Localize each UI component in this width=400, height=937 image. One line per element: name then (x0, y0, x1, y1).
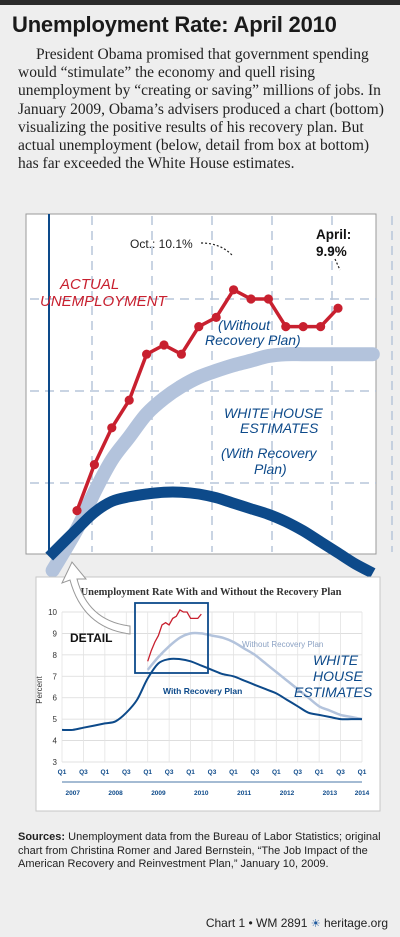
original-label-with: With Recovery Plan (163, 686, 242, 696)
original-year-labels: 2007 2008 2009 2010 2011 2012 2013 2014 (65, 790, 369, 797)
original-x-tick-label: Q1 (315, 769, 324, 776)
footer-site: heritage.org (323, 916, 388, 930)
original-year-label: 2013 (323, 790, 338, 797)
detail-actual-point (124, 395, 134, 405)
original-year-label: 2011 (237, 790, 251, 797)
detail-actual-point (246, 294, 256, 304)
label-with-line1: (With Recovery (221, 445, 318, 461)
original-y-tick-label: 4 (53, 737, 58, 746)
detail-actual-point (281, 322, 291, 332)
original-x-tick-label: Q3 (251, 769, 260, 776)
footer-chart-id: Chart 1 • WM 2891 (205, 916, 308, 930)
original-x-tick-label: Q1 (358, 769, 367, 776)
original-series-actual (147, 608, 202, 662)
original-x-tick-label: Q1 (143, 769, 152, 776)
original-label-wh-line1: WHITE (313, 652, 359, 668)
detail-actual-point (316, 322, 326, 332)
annotation-oct-leader (200, 242, 233, 256)
original-y-tick-label: 9 (53, 629, 58, 638)
original-x-tick-labels: Q1 Q3 Q1 Q3 Q1 Q3 Q1 Q3 Q1 Q3 Q1 Q3 Q1 Q3 Q1 (58, 769, 367, 776)
original-chart-title: Unemployment Rate With and Without the R… (81, 587, 342, 598)
detail-actual-point (229, 285, 239, 295)
original-chart-gridlines (61, 611, 363, 783)
detail-actual-point (142, 349, 152, 359)
sources-text: Unemployment data from the Bureau of Lab… (18, 831, 381, 870)
original-x-tick-label: Q1 (272, 769, 281, 776)
annotation-april-value: 9.9% (316, 244, 347, 259)
detail-arrow (61, 561, 131, 635)
original-y-tick-label: 10 (48, 608, 57, 617)
original-x-tick-label: Q1 (58, 769, 67, 776)
original-year-label: 2010 (194, 790, 209, 797)
top-rule (0, 0, 400, 5)
original-x-tick-label: Q1 (229, 769, 238, 776)
original-y-tick-label: 3 (53, 758, 58, 767)
original-y-tick-label: 6 (53, 694, 58, 703)
detail-actual-point (159, 340, 169, 350)
original-x-tick-label: Q1 (101, 769, 110, 776)
detail-actual-point (72, 506, 82, 516)
original-x-tick-label: Q3 (165, 769, 174, 776)
original-y-tick-label: 5 (53, 715, 58, 724)
original-detail-label: DETAIL (70, 631, 112, 645)
detail-actual-point (211, 312, 221, 322)
detail-actual-point (333, 303, 343, 313)
label-without-line1: (Without (218, 317, 271, 333)
original-label-wh-line2: HOUSE (313, 668, 363, 684)
label-without-line2: Recovery Plan) (205, 332, 301, 348)
detail-actual-point (107, 423, 117, 433)
original-year-label: 2009 (151, 790, 166, 797)
original-series-without-plan (146, 631, 363, 721)
bell-icon: ☀ (310, 918, 321, 930)
original-y-axis-label: Percent (35, 675, 44, 703)
original-x-tick-label: Q3 (293, 769, 302, 776)
label-actual-line1: ACTUAL (59, 276, 119, 293)
label-wh-line1: WHITE HOUSE (224, 405, 323, 421)
original-x-tick-label: Q3 (79, 769, 88, 776)
detail-box (134, 602, 209, 674)
original-x-tick-label: Q1 (186, 769, 195, 776)
sources-note: Sources: Unemployment data from the Bure… (18, 831, 384, 872)
detail-actual-point (194, 322, 204, 332)
label-actual-line2: UNEMPLOYMENT (40, 293, 169, 310)
original-x-tick-label: Q3 (122, 769, 131, 776)
original-year-label: 2012 (280, 790, 295, 797)
original-series-with-plan (61, 657, 362, 732)
original-year-label: 2007 (65, 790, 80, 797)
intro-paragraph: President Obama promised that government… (18, 46, 384, 173)
footer: Chart 1 • WM 2891 ☀ heritage.org (206, 916, 388, 930)
detail-actual-point (89, 460, 99, 470)
original-x-tick-label: Q3 (336, 769, 345, 776)
detail-series-actual (75, 287, 340, 512)
annotation-april-label: April: (316, 227, 351, 242)
original-label-without: Without Recovery Plan (242, 640, 323, 649)
original-label-wh-line3: ESTIMATES (294, 684, 373, 700)
detail-actual-point (298, 322, 308, 332)
original-x-tick-label: Q3 (208, 769, 217, 776)
original-year-label: 2008 (108, 790, 123, 797)
detail-actual-point (263, 294, 273, 304)
detail-actual-markers (72, 285, 343, 516)
label-wh-line2: ESTIMATES (240, 420, 319, 436)
original-year-label: 2014 (355, 790, 370, 797)
detail-series-without-plan (45, 347, 380, 578)
detail-actual-point (176, 349, 186, 359)
label-with-line2: Plan) (254, 461, 287, 477)
detail-series-with-plan (45, 486, 376, 579)
original-y-tick-labels: 3 4 5 6 7 8 9 10 (48, 608, 57, 767)
sources-label: Sources: (18, 831, 66, 843)
original-y-tick-label: 7 (53, 672, 58, 681)
page-title: Unemployment Rate: April 2010 (12, 12, 337, 37)
original-y-tick-label: 8 (53, 651, 58, 660)
annotation-oct: Oct.: 10.1% (130, 237, 193, 251)
detail-chart-gridlines (30, 216, 393, 552)
